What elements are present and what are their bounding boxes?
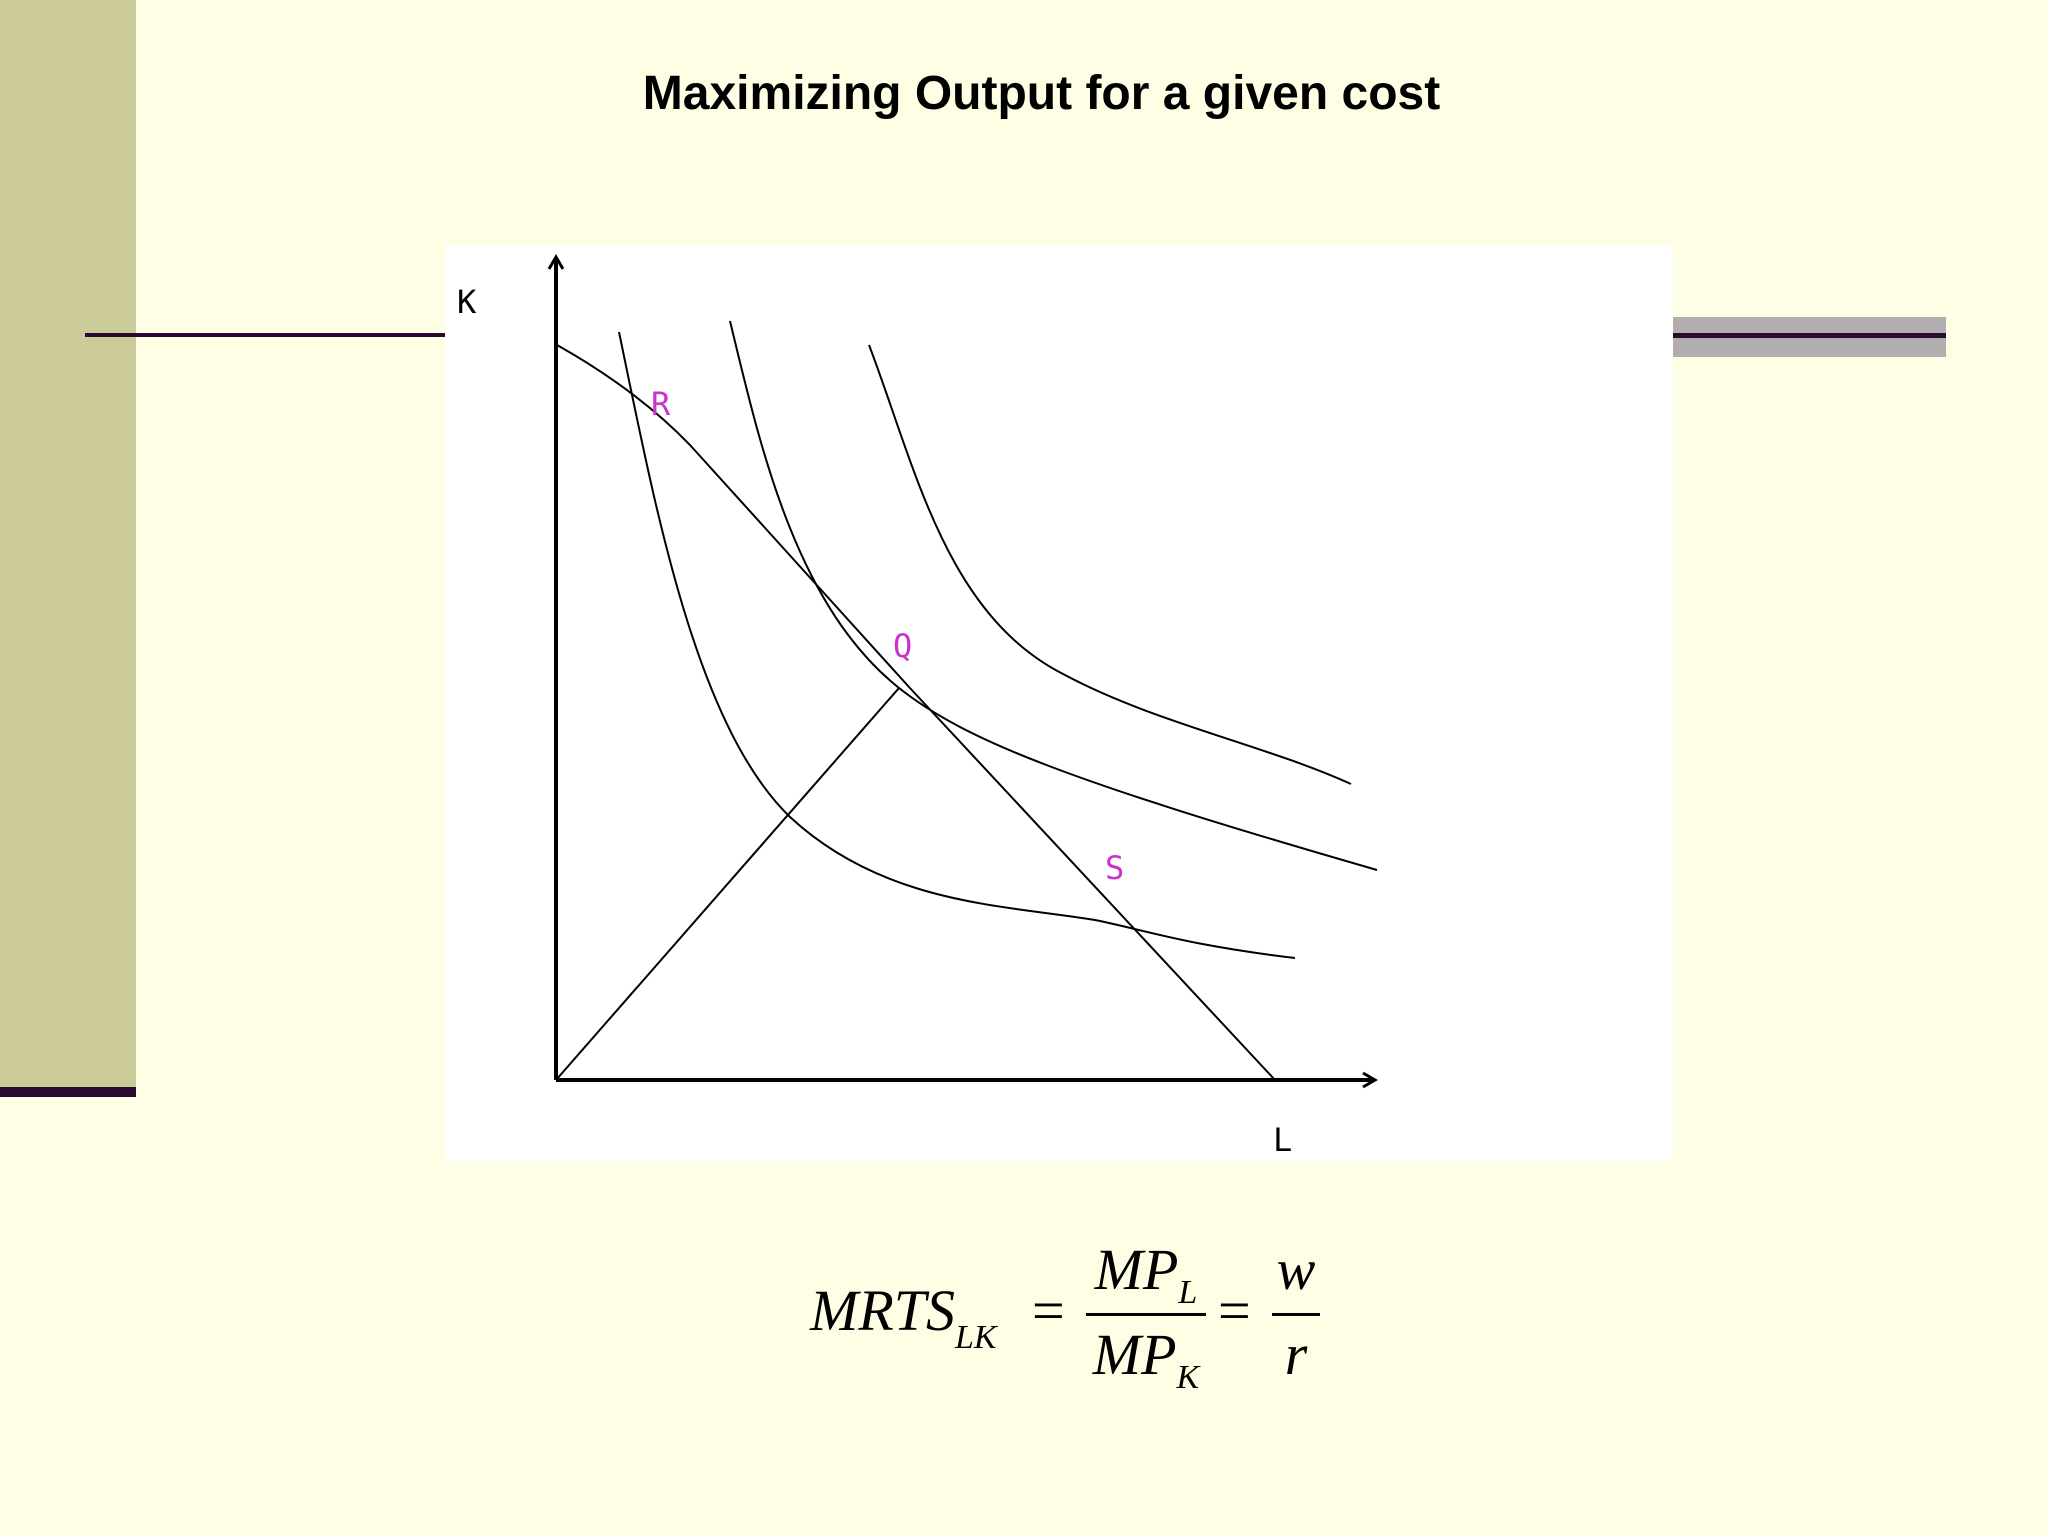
formula-fraction-bar-1 xyxy=(1086,1313,1206,1316)
isoquant-high xyxy=(868,344,1352,785)
header-rule-right xyxy=(1670,333,1946,338)
isoquant-low xyxy=(618,331,1296,959)
formula-fraction-mp: MPL MPK xyxy=(1086,1241,1206,1395)
isocost-line xyxy=(556,344,1276,1081)
formula-r: r xyxy=(1284,1322,1308,1387)
formula-mpl-main: MP xyxy=(1094,1237,1179,1302)
formula-lhs-main: MRTS xyxy=(810,1278,955,1343)
left-accent-bar xyxy=(0,0,136,1090)
formula-lhs-subscript: LK xyxy=(955,1319,997,1356)
diagram-svg: K L R Q S xyxy=(457,254,1378,1159)
isoquant-mid xyxy=(729,320,1378,871)
formula-fraction-bar-2 xyxy=(1272,1313,1320,1316)
formula-equals-2: = xyxy=(1218,1278,1251,1343)
axis-label-l: L xyxy=(1273,1121,1292,1159)
k-axis-arrow xyxy=(547,254,565,270)
point-label-q: Q xyxy=(893,627,912,665)
slide-title: Maximizing Output for a given cost xyxy=(642,67,1441,120)
formula-w: w xyxy=(1276,1237,1316,1302)
formula-mpk: MPK xyxy=(1086,1326,1206,1395)
axis-label-k: K xyxy=(457,283,477,321)
point-label-r: R xyxy=(651,385,671,423)
tangency-condition-formula: MRTSLK = MPL MPK = w r xyxy=(810,1235,1370,1395)
formula-lhs: MRTSLK xyxy=(810,1277,997,1356)
formula-mpk-subscript: K xyxy=(1176,1359,1200,1396)
formula-mpk-main: MP xyxy=(1092,1322,1177,1387)
isoquant-diagram: K L R Q S xyxy=(445,245,1673,1161)
header-rule-left xyxy=(85,333,445,337)
l-axis-arrow xyxy=(1362,1071,1378,1089)
expansion-ray xyxy=(555,687,900,1081)
formula-equals-1: = xyxy=(1032,1278,1065,1343)
formula-fraction-wr: w r xyxy=(1272,1241,1320,1384)
point-label-s: S xyxy=(1105,849,1124,887)
formula-mpl-subscript: L xyxy=(1178,1274,1198,1311)
left-accent-bar-foot xyxy=(0,1087,136,1097)
formula-mpl: MPL xyxy=(1086,1241,1206,1310)
